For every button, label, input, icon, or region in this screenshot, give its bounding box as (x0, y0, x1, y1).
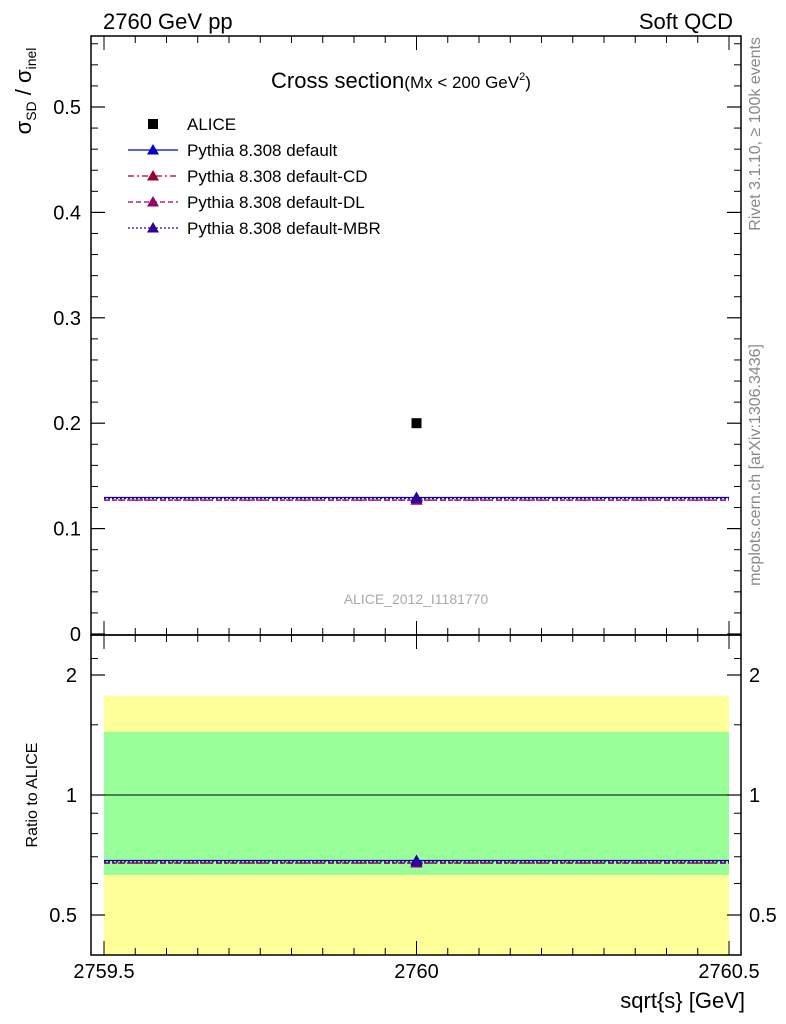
legend-marker-square (148, 119, 158, 129)
legend-label: Pythia 8.308 default-MBR (187, 219, 381, 238)
ratio-y-tick-label-right: 2 (749, 665, 760, 687)
ratio-bands (91, 696, 741, 955)
legend-marker-triangle (147, 144, 159, 155)
ratio-y-tick-label-right: 0.5 (749, 905, 777, 927)
legend-item: Pythia 8.308 default-CD (128, 167, 368, 186)
ratio-y-tick-label-right: 1 (749, 785, 760, 807)
chart-title: Cross section(Mx < 200 GeV2) (271, 68, 531, 93)
main-points (410, 418, 423, 505)
ratio-y-tick-label-left: 1 (66, 785, 77, 807)
x-tick-label: 2759.5 (73, 961, 134, 983)
x-tick-label: 2760 (394, 961, 439, 983)
main-series-point (410, 492, 423, 504)
legend-label: Pythia 8.308 default-DL (187, 193, 365, 212)
legend-label: Pythia 8.308 default-CD (187, 167, 368, 186)
ratio-curves (104, 854, 729, 868)
legend-item: Pythia 8.308 default-MBR (128, 219, 381, 238)
chart-title-note-end: ) (525, 73, 531, 92)
header-left-label: 2760 GeV pp (103, 9, 233, 34)
ratio-y-tick-label-left: 2 (66, 665, 77, 687)
ratio-series-point (410, 855, 423, 867)
ratio-x-ticks: 2759.5 2760 2760.5 (73, 635, 760, 983)
y-label-sep: / σ (11, 69, 36, 101)
legend-marker-triangle (147, 170, 159, 181)
chart-title-main: Cross section (271, 68, 404, 93)
chart-title-note-sup: 2 (519, 71, 525, 83)
header-right-label: Soft QCD (639, 9, 733, 34)
main-y-ticks: 0 0.1 0.2 0.3 0.4 0.5 (53, 43, 741, 646)
main-y-tick-label: 0.3 (53, 308, 81, 330)
main-y-tick-label: 0.4 (53, 202, 81, 224)
chart-title-note: (Mx < 200 GeV (404, 73, 519, 92)
ratio-inner-band (104, 731, 729, 875)
legend-label: ALICE (187, 115, 236, 134)
x-tick-label: 2760.5 (698, 961, 759, 983)
ratio-y-axis-label: Ratio to ALICE (24, 743, 41, 848)
main-panel: 0 0.1 0.2 0.3 0.4 0.5 Cross section(Mx < 200 … (11, 35, 742, 646)
y-label-sub-inel: inel (23, 48, 39, 70)
legend-marker-triangle (147, 222, 159, 233)
y-label-sigma: σ (11, 120, 36, 134)
main-x-ticks (103, 36, 730, 635)
main-y-tick-label: 0.1 (53, 519, 81, 541)
legend: ALICE Pythia 8.308 default Pythia 8.308 de… (128, 115, 381, 238)
y-label-sub-sd: SD (23, 101, 39, 120)
main-y-axis-label: σSD / σinel (11, 48, 39, 135)
legend-marker-triangle (147, 196, 159, 207)
rivet-label: Rivet 3.1.10, ≥ 100k events (747, 37, 764, 231)
legend-item: ALICE (148, 115, 236, 134)
main-y-tick-label: 0 (70, 624, 81, 646)
mcplots-label: mcplots.cern.ch [arXiv:1306.3436] (747, 344, 764, 586)
x-axis-label: sqrt{s} [GeV] (620, 988, 745, 1013)
legend-item: Pythia 8.308 default-DL (128, 193, 365, 212)
main-y-tick-label: 0.2 (53, 413, 81, 435)
main-y-tick-label: 0.5 (53, 97, 81, 119)
ratio-y-tick-label-left: 0.5 (49, 905, 77, 927)
legend-label: Pythia 8.308 default (187, 141, 338, 160)
legend-item: Pythia 8.308 default (128, 141, 338, 160)
ratio-y-ticks: 0.5 0.5 1 1 2 2 (49, 657, 777, 927)
analysis-id-label: ALICE_2012_I1181770 (344, 591, 489, 607)
alice-data-point (411, 418, 422, 429)
ratio-panel: 0.5 0.5 1 1 2 2 2759.5 2760 2760.5 Ratio to ALI… (24, 634, 777, 1013)
